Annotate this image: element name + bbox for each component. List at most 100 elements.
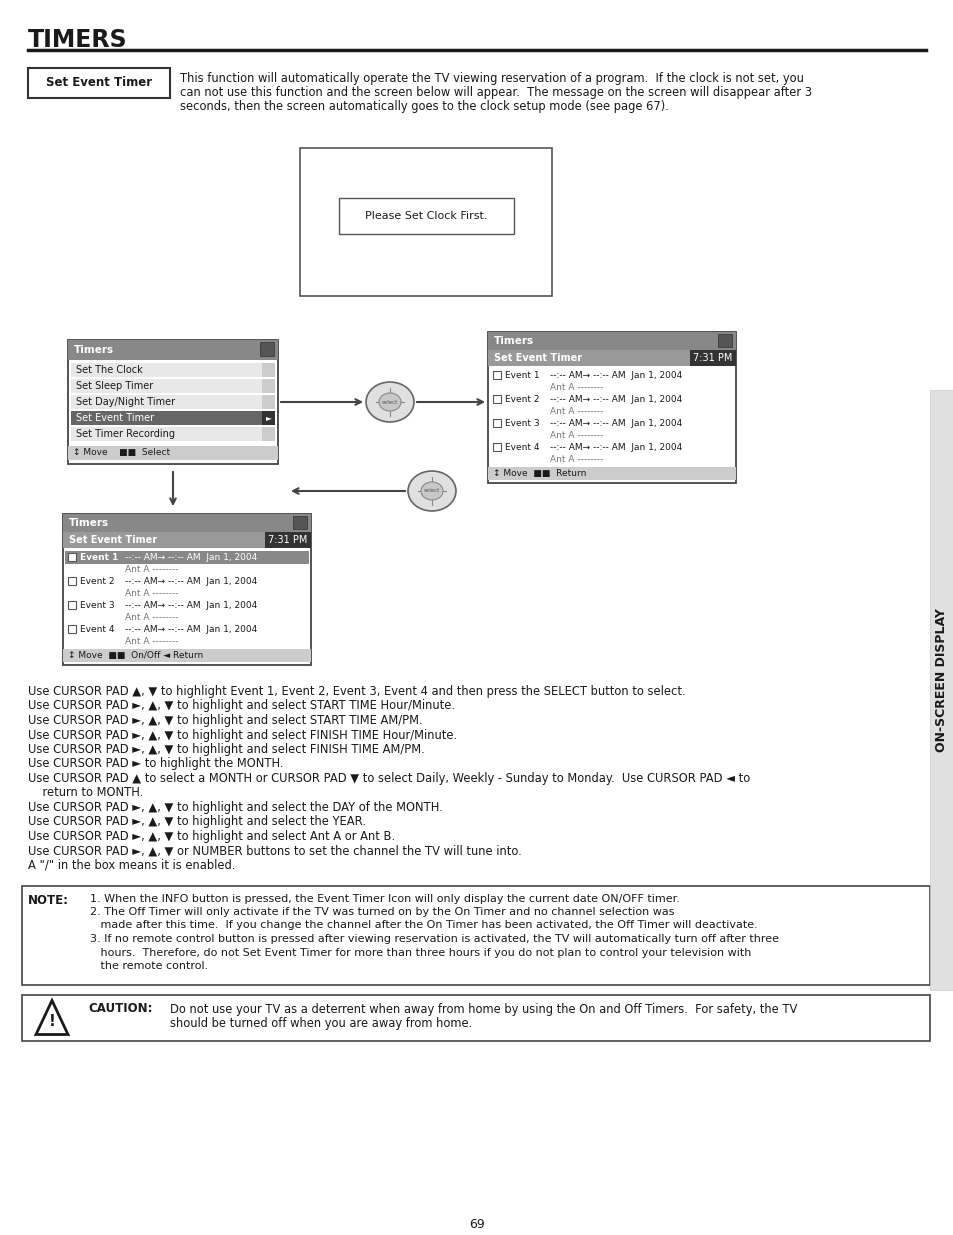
Text: Event 2: Event 2 [504,395,539,404]
Text: Use CURSOR PAD ▲, ▼ to highlight Event 1, Event 2, Event 3, Event 4 and then pre: Use CURSOR PAD ▲, ▼ to highlight Event 1… [28,685,685,698]
Bar [63,514,311,664]
Ellipse shape [408,471,456,511]
Text: Timers: Timers [494,336,534,346]
Bar [68,601,76,609]
Bar [493,443,500,451]
Bar [71,411,274,425]
Text: ON-SCREEN DISPLAY: ON-SCREEN DISPLAY [935,608,947,752]
Text: Ant A --------: Ant A -------- [125,613,178,622]
Text: hours.  Therefore, do not Set Event Timer for more than three hours if you do no: hours. Therefore, do not Set Event Timer… [90,947,751,957]
Text: Do not use your TV as a deterrent when away from home by using the On and Off Ti: Do not use your TV as a deterrent when a… [170,1003,797,1015]
Text: Set Event Timer: Set Event Timer [494,353,581,363]
Text: Ant A --------: Ant A -------- [550,408,602,416]
Bar [68,625,76,634]
Text: Timers: Timers [74,345,114,354]
Bar [260,342,274,356]
Text: 2. The Off Timer will only activate if the TV was turned on by the On Timer and : 2. The Off Timer will only activate if t… [90,906,674,918]
Bar [262,427,274,441]
Bar [338,198,514,233]
Ellipse shape [420,482,442,500]
Text: Use CURSOR PAD ►, ▲, ▼ to highlight and select the DAY of the MONTH.: Use CURSOR PAD ►, ▲, ▼ to highlight and … [28,802,442,814]
Text: Set Day/Night Timer: Set Day/Night Timer [76,396,175,408]
Text: Please Set Clock First.: Please Set Clock First. [365,211,487,221]
Text: --:-- AM→ --:-- AM  Jan 1, 2004: --:-- AM→ --:-- AM Jan 1, 2004 [550,370,681,380]
Bar [488,350,735,366]
Text: made after this time.  If you change the channel after the On Timer has been act: made after this time. If you change the … [90,920,757,930]
Bar [689,350,735,366]
Bar [262,395,274,409]
Bar [493,419,500,427]
Text: A "/" in the box means it is enabled.: A "/" in the box means it is enabled. [28,860,235,872]
Bar [488,332,735,350]
Bar [68,446,277,459]
Text: Ant A --------: Ant A -------- [550,454,602,464]
Text: --:-- AM→ --:-- AM  Jan 1, 2004: --:-- AM→ --:-- AM Jan 1, 2004 [125,601,257,610]
Text: --:-- AM→ --:-- AM  Jan 1, 2004: --:-- AM→ --:-- AM Jan 1, 2004 [550,443,681,452]
Text: Event 2: Event 2 [80,577,114,585]
Text: This function will automatically operate the TV viewing reservation of a program: This function will automatically operate… [180,72,803,85]
Text: ↕ Move  ■■  On/Off ◄ Return: ↕ Move ■■ On/Off ◄ Return [68,651,203,659]
Text: 69: 69 [469,1218,484,1231]
Text: CAUTION:: CAUTION: [88,1003,152,1015]
Text: ↕ Move    ■■  Select: ↕ Move ■■ Select [73,448,170,457]
Text: --:-- AM→ --:-- AM  Jan 1, 2004: --:-- AM→ --:-- AM Jan 1, 2004 [550,395,681,404]
Text: 7:31 PM: 7:31 PM [693,353,732,363]
Text: should be turned off when you are away from home.: should be turned off when you are away f… [170,1018,472,1030]
Bar [293,516,307,529]
Bar [488,467,735,480]
Text: Set Event Timer: Set Event Timer [76,412,154,424]
Text: Set Event Timer: Set Event Timer [69,535,157,545]
Text: Event 1: Event 1 [80,553,118,562]
Bar [718,333,731,347]
Bar [262,411,274,425]
Text: Use CURSOR PAD ► to highlight the MONTH.: Use CURSOR PAD ► to highlight the MONTH. [28,757,283,771]
Bar [28,68,170,98]
Text: Use CURSOR PAD ►, ▲, ▼ to highlight and select the YEAR.: Use CURSOR PAD ►, ▲, ▼ to highlight and … [28,815,366,829]
Text: Use CURSOR PAD ►, ▲, ▼ to highlight and select START TIME Hour/Minute.: Use CURSOR PAD ►, ▲, ▼ to highlight and … [28,699,455,713]
Text: Ant A --------: Ant A -------- [125,589,178,598]
Text: Ant A --------: Ant A -------- [125,564,178,574]
Ellipse shape [378,393,400,411]
Bar [71,379,274,393]
Text: Event 3: Event 3 [80,601,114,610]
Text: Ant A --------: Ant A -------- [125,637,178,646]
Bar [71,363,274,377]
Text: NOTE:: NOTE: [28,893,69,906]
Text: ↕ Move  ■■  Return: ↕ Move ■■ Return [493,469,586,478]
Bar [22,885,929,984]
Text: ►: ► [266,414,272,422]
Text: --:-- AM→ --:-- AM  Jan 1, 2004: --:-- AM→ --:-- AM Jan 1, 2004 [125,625,257,634]
Bar [68,340,277,464]
Text: --:-- AM→ --:-- AM  Jan 1, 2004: --:-- AM→ --:-- AM Jan 1, 2004 [125,577,257,585]
Bar [22,994,929,1041]
Text: Timers: Timers [69,517,109,529]
Bar [68,340,277,359]
Bar [71,395,274,409]
Ellipse shape [366,382,414,422]
Polygon shape [36,1000,68,1035]
Bar [68,577,76,585]
Text: TIMERS: TIMERS [28,28,128,52]
Text: 1. When the INFO button is pressed, the Event Timer Icon will only display the c: 1. When the INFO button is pressed, the … [90,893,679,904]
Text: select: select [381,399,397,405]
Bar [63,650,311,662]
Bar [262,379,274,393]
Text: the remote control.: the remote control. [90,961,208,971]
Text: Set The Clock: Set The Clock [76,366,143,375]
Bar [65,551,309,564]
Text: Event 4: Event 4 [504,443,539,452]
Text: Event 1: Event 1 [504,370,539,380]
Bar [63,532,311,548]
Text: 3. If no remote control button is pressed after viewing reservation is activated: 3. If no remote control button is presse… [90,934,779,944]
Bar [929,390,953,990]
Bar [68,553,76,561]
Text: Use CURSOR PAD ▲ to select a MONTH or CURSOR PAD ▼ to select Daily, Weekly - Sun: Use CURSOR PAD ▲ to select a MONTH or CU… [28,772,749,785]
Text: Set Sleep Timer: Set Sleep Timer [76,382,153,391]
Text: Set Event Timer: Set Event Timer [46,77,152,89]
Text: Use CURSOR PAD ►, ▲, ▼ to highlight and select Ant A or Ant B.: Use CURSOR PAD ►, ▲, ▼ to highlight and … [28,830,395,844]
Bar [299,148,552,296]
Text: Use CURSOR PAD ►, ▲, ▼ to highlight and select START TIME AM/PM.: Use CURSOR PAD ►, ▲, ▼ to highlight and … [28,714,422,727]
Text: Ant A --------: Ant A -------- [550,383,602,391]
Text: can not use this function and the screen below will appear.  The message on the : can not use this function and the screen… [180,86,811,99]
Text: Ant A --------: Ant A -------- [550,431,602,440]
